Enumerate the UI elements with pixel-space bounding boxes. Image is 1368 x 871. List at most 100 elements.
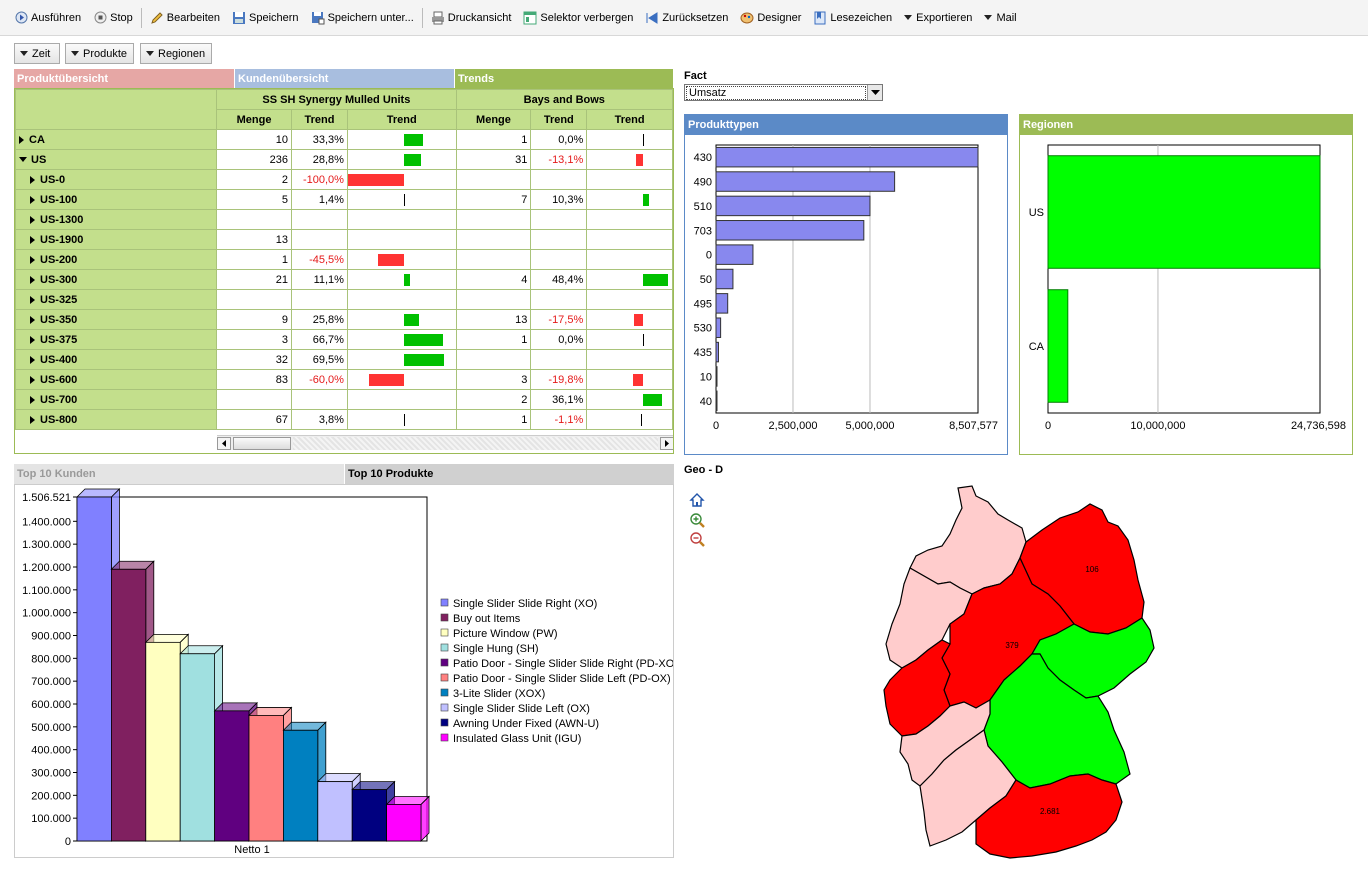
- filter-produkte-button[interactable]: Produkte: [65, 43, 134, 64]
- bar[interactable]: [715, 220, 865, 241]
- pivot-row-header[interactable]: US-100: [15, 189, 218, 210]
- y-tick-label: 1.506.521: [22, 492, 71, 504]
- y-tick-label: 1.400.000: [22, 516, 71, 528]
- tab-kundenuebersicht[interactable]: Kundenübersicht: [235, 69, 454, 89]
- expand-arrow-icon[interactable]: [30, 195, 35, 204]
- expand-arrow-icon[interactable]: [30, 355, 35, 364]
- pivot-row-header[interactable]: US-1300: [15, 209, 218, 230]
- save-button[interactable]: Speichern: [226, 6, 305, 30]
- expand-arrow-icon[interactable]: [30, 235, 35, 244]
- cell-menge: [216, 209, 292, 230]
- export-dropdown[interactable]: Exportieren: [898, 6, 978, 30]
- y-tick-label: 0: [65, 836, 71, 848]
- pivot-row-header[interactable]: US-700: [15, 389, 218, 410]
- map-zoom-in-button[interactable]: [689, 512, 705, 531]
- pivot-row-header[interactable]: US: [15, 149, 218, 170]
- edit-button[interactable]: Bearbeiten: [144, 6, 226, 30]
- cell-trend-percent: [530, 209, 588, 230]
- map-region-south[interactable]: [975, 773, 1123, 859]
- cell-trend-bar: [346, 409, 457, 430]
- tab-top10-produkte[interactable]: Top 10 Produkte: [345, 464, 674, 484]
- bar[interactable]: [715, 195, 871, 217]
- legend-item: 3-Lite Slider (XOX): [440, 688, 545, 700]
- collapse-arrow-icon[interactable]: [19, 157, 27, 163]
- expand-arrow-icon[interactable]: [30, 255, 35, 264]
- expand-arrow-icon[interactable]: [30, 315, 35, 324]
- bar[interactable]: [715, 390, 718, 412]
- reset-button[interactable]: Zurücksetzen: [639, 6, 734, 30]
- cell-trend-bar: [586, 169, 673, 190]
- filter-zeit-button[interactable]: Zeit: [14, 43, 60, 64]
- scroll-left-button[interactable]: [217, 437, 231, 450]
- bar[interactable]: [715, 171, 896, 192]
- pivot-row-header[interactable]: US-200: [15, 249, 218, 270]
- bar[interactable]: [715, 341, 719, 363]
- pivot-row-header[interactable]: US-400: [15, 349, 218, 370]
- expand-arrow-icon[interactable]: [30, 335, 35, 344]
- pivot-row-header[interactable]: US-300: [15, 269, 218, 290]
- pivot-row-header[interactable]: US-0: [15, 169, 218, 190]
- bar[interactable]: [1047, 155, 1321, 269]
- table-row: US-325: [15, 289, 673, 310]
- legend-label: Awning Under Fixed (AWN-U): [453, 718, 599, 730]
- tab-trends[interactable]: Trends: [455, 69, 673, 89]
- bar[interactable]: [715, 366, 718, 387]
- bar[interactable]: [715, 317, 722, 338]
- pivot-col-trend-chart: Trend: [586, 109, 673, 130]
- cell-trend-percent: [290, 229, 348, 250]
- trend-bar-positive: [403, 414, 405, 426]
- expand-arrow-icon[interactable]: [30, 415, 35, 424]
- bar[interactable]: [385, 795, 430, 842]
- expand-arrow-icon[interactable]: [30, 275, 35, 284]
- pivot-row-header[interactable]: US-600: [15, 369, 218, 390]
- horizontal-scrollbar[interactable]: [217, 435, 673, 450]
- cell-trend-bar: [346, 269, 457, 290]
- legend-label: Patio Door - Single Slider Slide Left (P…: [453, 673, 671, 685]
- save-as-button[interactable]: Speichern unter...: [305, 6, 420, 30]
- map-home-button[interactable]: [689, 492, 705, 511]
- pivot-row-header[interactable]: US-325: [15, 289, 218, 310]
- pivot-row-header[interactable]: US-375: [15, 329, 218, 350]
- designer-button[interactable]: Designer: [734, 6, 807, 30]
- cell-menge: 67: [216, 409, 292, 430]
- pivot-row-header[interactable]: US-350: [15, 309, 218, 330]
- bar[interactable]: [1047, 289, 1069, 403]
- expand-arrow-icon[interactable]: [30, 215, 35, 224]
- mail-dropdown[interactable]: Mail: [978, 6, 1022, 30]
- cell-trend-percent: 28,8%: [290, 149, 348, 170]
- expand-arrow-icon[interactable]: [30, 395, 35, 404]
- expand-arrow-icon[interactable]: [30, 375, 35, 384]
- stop-button[interactable]: Stop: [87, 6, 139, 30]
- expand-arrow-icon[interactable]: [30, 295, 35, 304]
- regionen-panel: 0 10,000,000 24,736,598 US CA: [1019, 135, 1353, 455]
- pivot-row-header[interactable]: US-1900: [15, 229, 218, 250]
- tab-produktuebersicht[interactable]: Produktübersicht: [14, 69, 234, 89]
- bar[interactable]: [715, 244, 754, 265]
- expand-arrow-icon[interactable]: [19, 135, 24, 144]
- scroll-thumb[interactable]: [233, 437, 291, 450]
- run-button[interactable]: Ausführen: [8, 6, 87, 30]
- pivot-row-header[interactable]: CA: [15, 129, 218, 150]
- table-row: US-300 21 11,1% 4 48,4%: [15, 269, 673, 290]
- bar[interactable]: [715, 293, 729, 314]
- bar[interactable]: [715, 268, 734, 290]
- cell-menge: 83: [216, 369, 292, 390]
- filter-regionen-button[interactable]: Regionen: [140, 43, 212, 64]
- bar[interactable]: [179, 644, 224, 842]
- map-label: 379: [1005, 641, 1019, 650]
- cell-trend-bar: [346, 329, 457, 350]
- pivot-row-header[interactable]: US-800: [15, 409, 218, 430]
- scroll-right-button[interactable]: [660, 437, 673, 450]
- fact-select[interactable]: Umsatz: [684, 84, 883, 101]
- bar[interactable]: [715, 146, 979, 168]
- print-preview-button[interactable]: Druckansicht: [425, 6, 518, 30]
- chevron-down-icon[interactable]: [867, 85, 882, 100]
- hide-selector-button[interactable]: Selektor verbergen: [517, 6, 639, 30]
- bookmarks-button[interactable]: Lesezeichen: [807, 6, 898, 30]
- trend-tick: [643, 334, 645, 346]
- map-zoom-out-button[interactable]: [689, 531, 705, 550]
- expand-arrow-icon[interactable]: [30, 175, 35, 184]
- cell-trend-bar: [346, 149, 457, 170]
- tab-top10-kunden[interactable]: Top 10 Kunden: [14, 464, 344, 484]
- y-tick-label: 500.000: [31, 722, 71, 734]
